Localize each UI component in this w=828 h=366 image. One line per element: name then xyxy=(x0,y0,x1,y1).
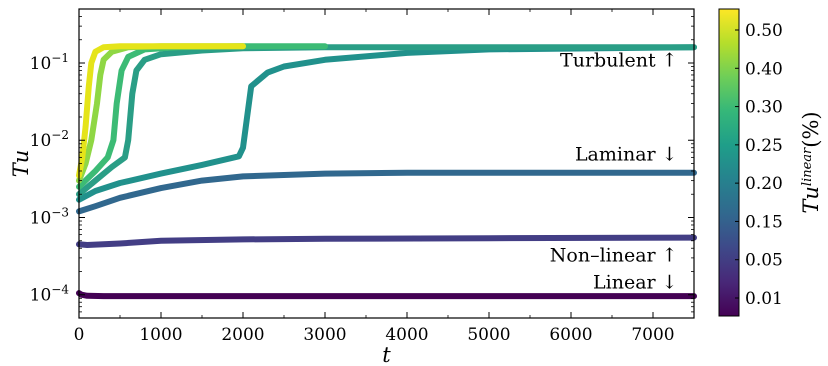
colorbar-tick-label: 0.30 xyxy=(745,98,783,118)
colorbar-label-suffix: (%) xyxy=(799,111,823,147)
colorbar-tick-label: 0.01 xyxy=(745,289,783,309)
regime-annotation: Laminar ↓ xyxy=(575,143,678,165)
series-layer xyxy=(76,43,697,300)
y-tick-label: 10−4 xyxy=(30,283,70,306)
series-line-2 xyxy=(76,169,697,215)
colorbar-tick-label: 0.40 xyxy=(745,59,783,79)
annotations: Turbulent ↑ Laminar ↓ Non–linear ↑ Linear ↓ xyxy=(550,50,678,294)
colorbar-label-base: Tu xyxy=(799,186,823,214)
x-axis-label: t xyxy=(382,343,391,366)
x-axis: 0 1000 2000 3000 4000 5000 6000 7000 xyxy=(74,9,675,345)
x-tick-label: 5000 xyxy=(467,325,510,345)
regime-annotation: Non–linear ↑ xyxy=(550,244,678,266)
y-tick-label: 10−1 xyxy=(30,51,69,74)
colorbar-tick-label: 0.20 xyxy=(745,174,783,194)
x-tick-label: 3000 xyxy=(303,325,346,345)
series-line-1 xyxy=(76,234,697,248)
colorbar-tick-label: 0.05 xyxy=(745,251,783,271)
x-tick-label: 0 xyxy=(74,325,85,345)
regime-annotation: Turbulent ↑ xyxy=(560,50,678,72)
colorbar-label: Tulinear(%) xyxy=(799,111,823,213)
y-axis: 10−4 10−3 10−2 10−1 xyxy=(30,16,694,313)
colorbar-gradient xyxy=(718,8,740,317)
colorbar-label-sup: linear xyxy=(800,147,815,186)
y-tick-label: 10−2 xyxy=(30,128,69,151)
colorbar-tick-label: 0.50 xyxy=(745,21,783,41)
colorbar: 0.01 0.05 0.15 0.20 0.25 0.30 0.40 0.50 Tulinea… xyxy=(718,8,823,317)
series-line-3 xyxy=(76,44,697,203)
x-tick-label: 4000 xyxy=(385,325,428,345)
colorbar-tick-label: 0.25 xyxy=(745,136,783,156)
y-axis-label: Tu xyxy=(9,150,33,178)
x-tick-label: 1000 xyxy=(139,325,182,345)
regime-annotation: Linear ↓ xyxy=(593,272,678,294)
colorbar-tick-label: 0.15 xyxy=(745,212,783,232)
x-tick-label: 6000 xyxy=(549,325,592,345)
x-tick-label: 2000 xyxy=(221,325,264,345)
x-tick-label: 7000 xyxy=(631,325,674,345)
colorbar-ticks: 0.01 0.05 0.15 0.20 0.25 0.30 0.40 0.50 xyxy=(735,21,783,309)
series-line-7 xyxy=(76,43,246,179)
y-tick-label: 10−3 xyxy=(30,205,69,228)
